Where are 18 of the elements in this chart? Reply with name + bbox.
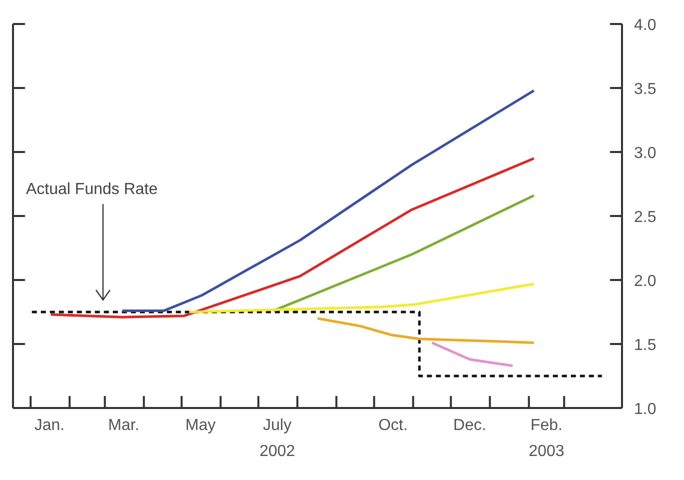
line-series <box>121 89 536 312</box>
y-tick-label: 2.0 <box>634 273 656 290</box>
x-tick-label: Dec. <box>453 417 486 434</box>
x-tick-label: Oct. <box>378 417 408 434</box>
y-tick-label: 3.0 <box>634 145 656 162</box>
y-tick-label: 1.5 <box>634 337 656 354</box>
x-tick-label: Jan. <box>34 417 65 434</box>
y-tick-label: 3.5 <box>634 81 656 98</box>
x-tick-label: Mar. <box>108 417 140 434</box>
y-tick-label: 4.0 <box>634 17 656 34</box>
x-tick-label: Feb. 2003 <box>528 417 564 460</box>
annotation: Actual Funds Rate <box>26 181 158 198</box>
line-series <box>316 317 536 344</box>
x-tick-label: May <box>185 417 216 434</box>
x-tick-label: July 2002 <box>259 417 296 460</box>
y-tick-label: 2.5 <box>634 209 656 226</box>
line-series <box>188 282 536 314</box>
y-tick-label: 1.0 <box>634 401 656 418</box>
